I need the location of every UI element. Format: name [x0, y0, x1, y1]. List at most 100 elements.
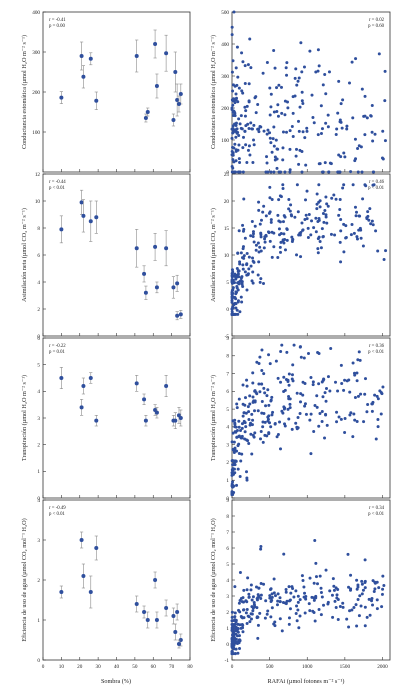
data-point	[245, 384, 249, 388]
data-point	[278, 596, 282, 600]
data-point	[342, 151, 346, 155]
data-point	[244, 611, 248, 615]
data-point	[280, 343, 284, 347]
data-point	[296, 210, 300, 214]
data-point	[353, 418, 357, 422]
data-point	[248, 153, 252, 157]
data-point	[316, 247, 320, 251]
data-point	[230, 471, 234, 475]
data-point	[319, 591, 323, 595]
data-point	[315, 405, 319, 409]
data-point	[275, 109, 279, 113]
plot-frame	[231, 173, 391, 337]
data-point	[304, 163, 308, 167]
data-point	[327, 170, 331, 174]
data-point	[263, 391, 267, 395]
data-point	[245, 378, 249, 382]
data-point	[59, 95, 64, 100]
data-point	[250, 612, 254, 616]
data-point	[297, 76, 301, 80]
data-point	[309, 452, 313, 456]
data-point	[250, 423, 254, 427]
data-point	[287, 207, 291, 211]
data-point	[285, 350, 289, 354]
data-point	[355, 578, 359, 582]
data-point	[265, 434, 269, 438]
y-tick-label: 1	[37, 469, 40, 475]
data-point	[88, 56, 93, 61]
data-point	[242, 411, 246, 415]
data-point	[276, 599, 280, 603]
data-point	[274, 138, 278, 142]
data-point	[334, 380, 338, 384]
data-point	[375, 607, 379, 611]
data-point	[268, 594, 272, 598]
data-point	[246, 63, 250, 67]
data-point	[283, 248, 287, 252]
data-point	[297, 162, 301, 166]
data-point	[230, 281, 234, 285]
data-point	[237, 397, 241, 401]
data-point	[291, 111, 295, 115]
data-point	[381, 574, 385, 578]
data-point	[260, 368, 264, 372]
data-point	[230, 279, 234, 283]
data-point	[240, 282, 244, 286]
stat-label: r = -0.44	[49, 180, 66, 185]
y-tick-label: 100	[221, 138, 229, 144]
data-point	[236, 444, 240, 448]
data-point	[230, 33, 234, 37]
data-point	[318, 205, 322, 209]
data-point	[263, 420, 267, 424]
data-point	[233, 615, 237, 619]
data-point	[230, 643, 234, 647]
data-point	[267, 432, 271, 436]
data-point	[367, 218, 371, 222]
x-tick-label: 30	[96, 664, 102, 670]
data-point	[281, 183, 285, 187]
data-point	[88, 590, 93, 594]
data-point	[250, 598, 254, 602]
data-point	[247, 417, 251, 421]
data-point	[283, 170, 287, 174]
data-point	[261, 210, 265, 214]
data-point	[299, 255, 303, 259]
data-point	[239, 279, 243, 283]
data-point	[284, 66, 288, 70]
data-point	[251, 381, 255, 385]
data-point	[299, 392, 303, 396]
data-point	[230, 492, 234, 496]
data-point	[342, 222, 346, 226]
data-point	[339, 102, 343, 106]
data-point	[243, 114, 247, 118]
data-point	[357, 144, 361, 148]
data-point	[234, 297, 238, 301]
data-point	[276, 147, 280, 151]
data-point	[363, 558, 367, 562]
stat-label: p < 0.01	[368, 350, 384, 355]
data-point	[244, 143, 248, 147]
data-point	[239, 114, 243, 118]
y-tick-label: 8	[226, 354, 229, 360]
data-point	[233, 142, 237, 146]
data-point	[251, 235, 255, 239]
data-point	[88, 219, 93, 224]
data-point	[232, 647, 236, 651]
data-point	[382, 583, 386, 587]
data-point	[365, 116, 369, 120]
data-point	[303, 402, 307, 406]
y-tick-label: 4	[37, 498, 40, 504]
data-point	[336, 389, 340, 393]
data-point	[300, 574, 304, 578]
data-point	[230, 610, 234, 614]
data-point	[363, 94, 367, 98]
data-point	[247, 592, 251, 596]
data-point	[230, 106, 234, 110]
data-point	[234, 123, 238, 127]
data-point	[323, 208, 327, 212]
data-point	[311, 383, 315, 387]
data-point	[281, 600, 285, 604]
data-point	[305, 126, 309, 130]
data-point	[336, 598, 340, 602]
y-tick-label: 200	[32, 90, 40, 96]
